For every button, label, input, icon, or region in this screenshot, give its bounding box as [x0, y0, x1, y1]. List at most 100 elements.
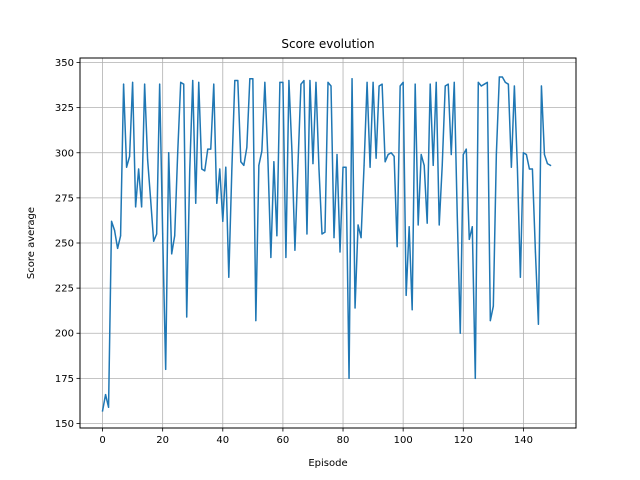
y-tick-label: 350 — [55, 58, 74, 69]
data-point — [447, 83, 449, 85]
data-point — [420, 153, 422, 156]
data-point — [549, 164, 552, 166]
data-point — [234, 79, 236, 82]
data-point — [219, 168, 221, 170]
data-point — [107, 406, 110, 408]
x-axis-label: Episode — [308, 458, 347, 469]
data-point — [113, 229, 116, 231]
data-point — [423, 164, 425, 166]
data-point — [540, 85, 543, 87]
data-point — [225, 166, 227, 168]
data-point — [318, 168, 320, 170]
data-point — [312, 162, 314, 165]
data-point — [222, 220, 224, 222]
data-point — [119, 235, 122, 237]
data-point — [528, 168, 531, 170]
data-point — [162, 233, 164, 235]
data-point — [195, 202, 197, 204]
data-point — [168, 152, 170, 154]
data-point — [186, 316, 188, 318]
data-point — [402, 81, 404, 83]
data-point — [243, 164, 245, 166]
data-point — [324, 231, 326, 233]
data-point — [465, 148, 467, 150]
data-point — [150, 199, 152, 201]
data-point — [291, 150, 293, 152]
data-point — [122, 83, 125, 85]
data-point — [104, 394, 107, 396]
data-point — [534, 251, 537, 253]
data-point — [204, 170, 206, 172]
y-tick-label: 225 — [55, 284, 74, 295]
score-series-line — [101, 76, 552, 412]
data-point — [399, 85, 401, 87]
data-point — [435, 81, 437, 83]
data-point — [101, 410, 104, 412]
data-point — [261, 150, 263, 152]
data-point — [174, 235, 176, 237]
data-point — [456, 215, 458, 217]
data-point — [378, 85, 380, 87]
data-point — [288, 79, 290, 82]
x-tick-label: 120 — [454, 435, 473, 446]
data-point — [110, 220, 113, 222]
data-point — [279, 81, 281, 83]
data-point — [165, 368, 167, 370]
y-tick-label: 300 — [55, 148, 74, 159]
data-point — [477, 81, 479, 83]
data-point — [189, 170, 191, 172]
x-tick-label: 60 — [277, 435, 290, 446]
data-point — [258, 164, 260, 166]
data-point — [264, 81, 266, 83]
data-point — [138, 168, 140, 170]
data-point — [192, 79, 194, 82]
data-point — [116, 247, 119, 250]
data-point — [156, 233, 158, 235]
data-point — [210, 148, 212, 150]
data-point — [327, 81, 329, 83]
data-point — [492, 305, 494, 307]
data-point — [390, 152, 392, 154]
data-point — [132, 81, 134, 83]
data-point — [408, 226, 410, 228]
data-point — [147, 159, 149, 161]
data-point — [504, 81, 506, 83]
data-point — [501, 76, 503, 78]
x-tick-label: 140 — [514, 435, 533, 446]
data-point — [360, 236, 362, 239]
data-point — [363, 164, 365, 166]
data-point — [321, 233, 323, 235]
data-point — [438, 224, 440, 226]
y-axis-label: Score average — [26, 207, 37, 279]
data-point — [471, 226, 473, 228]
data-point — [348, 377, 350, 379]
data-point — [432, 164, 434, 166]
y-tick-label: 200 — [55, 329, 74, 340]
data-point — [306, 233, 308, 235]
data-point — [141, 206, 143, 208]
y-tick-label: 250 — [55, 239, 74, 250]
data-point — [246, 146, 248, 148]
data-point — [300, 83, 302, 85]
data-point — [417, 224, 419, 226]
chart-title: Score evolution — [281, 37, 374, 51]
data-point — [213, 83, 215, 85]
data-point — [354, 307, 356, 309]
data-point — [483, 83, 485, 85]
data-point — [384, 161, 386, 163]
data-point — [315, 81, 317, 83]
data-point — [153, 240, 155, 242]
data-point — [171, 253, 173, 255]
data-point — [498, 76, 500, 78]
data-point — [183, 83, 185, 85]
data-point — [228, 276, 230, 278]
data-point — [516, 166, 518, 168]
x-tick-label: 20 — [156, 435, 169, 446]
data-point — [525, 153, 528, 156]
data-point — [297, 164, 299, 166]
data-point — [282, 81, 284, 83]
data-point — [369, 166, 371, 168]
data-point — [537, 323, 540, 325]
tick-layer: 0 20 40 60 80 100 120 140 150 175 200 225 250 275 300 3… — [55, 58, 533, 446]
